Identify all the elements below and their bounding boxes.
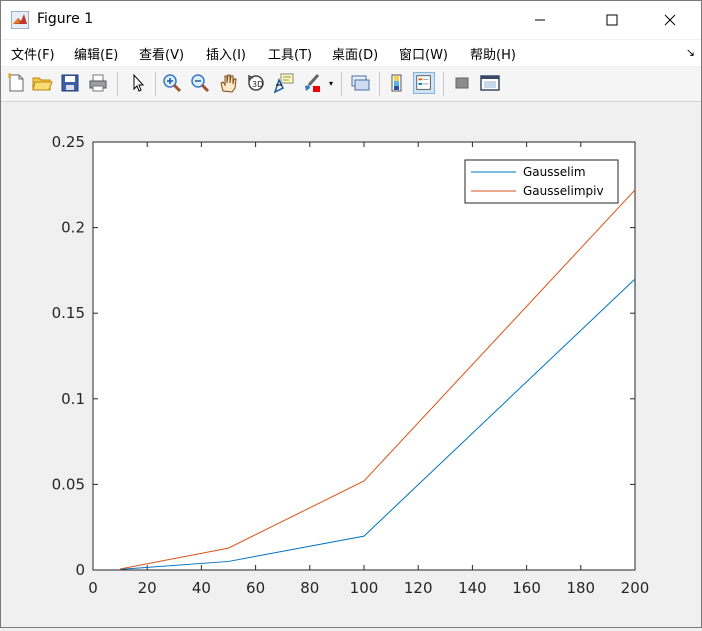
print-icon[interactable] [87, 72, 109, 94]
toolbar-separator [117, 72, 118, 96]
minimize-button[interactable] [517, 1, 563, 39]
legend[interactable]: Gausselim Gausselimpiv [464, 159, 619, 204]
link-plot-icon[interactable] [349, 72, 371, 94]
y-tick-label: 0.25 [52, 133, 85, 151]
x-tick-label: 0 [88, 579, 98, 597]
toolbar-separator [443, 72, 444, 96]
y-tick-label: 0 [75, 561, 85, 579]
series-line-gausselimpiv [120, 189, 636, 570]
brush-icon[interactable] [301, 72, 323, 94]
pointer-icon[interactable] [127, 72, 149, 94]
y-tick-label: 0.1 [61, 390, 85, 408]
close-button[interactable] [647, 1, 693, 39]
x-tick-label: 180 [566, 579, 595, 597]
svg-text:3D: 3D [252, 80, 263, 89]
plot-area: 0 20 40 60 80 100 120 140 160 180 200 0 0.05 0.1 0.15… [1, 102, 701, 627]
zoom-out-icon[interactable] [189, 72, 211, 94]
x-tick-label: 160 [512, 579, 541, 597]
menu-bar: 文件(F) 编辑(E) 查看(V) 插入(I) 工具(T) 桌面(D) 窗口(W… [1, 40, 701, 66]
maximize-button[interactable] [589, 1, 635, 39]
menu-file[interactable]: 文件(F) [11, 48, 55, 63]
x-tick-label: 60 [246, 579, 265, 597]
show-tools-icon[interactable] [479, 72, 501, 94]
y-tick-label: 0.2 [61, 219, 85, 237]
hide-tools-icon[interactable] [451, 72, 473, 94]
maximize-icon [606, 14, 618, 26]
legend-label-gausselim: Gausselim [523, 165, 586, 179]
zoom-in-icon[interactable] [161, 72, 183, 94]
menu-tools[interactable]: 工具(T) [268, 48, 313, 63]
y-tick-label: 0.05 [52, 475, 85, 493]
dock-arrow-icon[interactable]: ↘ [685, 46, 695, 59]
y-tick-label: 0.15 [52, 304, 85, 322]
new-figure-icon[interactable] [5, 72, 27, 94]
x-tick-label: 20 [138, 579, 157, 597]
menu-desktop[interactable]: 桌面(D) [332, 48, 379, 63]
x-tick-label: 200 [621, 579, 650, 597]
data-cursor-icon[interactable] [273, 72, 295, 94]
pan-icon[interactable] [217, 72, 239, 94]
colorbar-icon[interactable] [387, 72, 409, 94]
brush-dropdown-icon[interactable]: ▾ [329, 79, 334, 88]
menu-view[interactable]: 查看(V) [139, 48, 185, 63]
legend-icon[interactable] [413, 72, 435, 94]
toolbar-separator [155, 72, 156, 96]
series-lines [120, 189, 636, 570]
close-icon [664, 14, 676, 26]
menu-insert[interactable]: 插入(I) [206, 48, 246, 63]
menu-edit[interactable]: 编辑(E) [74, 48, 119, 63]
series-line-gausselim [120, 278, 636, 570]
rotate-3d-icon[interactable]: 3D [245, 72, 267, 94]
window-title: Figure 1 [37, 11, 94, 27]
x-tick-label: 120 [404, 579, 433, 597]
x-tick-label: 80 [300, 579, 319, 597]
figure-toolbar: 3D ▾ [1, 67, 701, 102]
open-file-icon[interactable] [31, 72, 53, 94]
title-bar[interactable]: Figure 1 [1, 1, 701, 39]
y-axis: 0 0.05 0.1 0.15 0.2 0.25 [52, 133, 635, 579]
x-tick-label: 100 [350, 579, 379, 597]
toolbar-separator [379, 72, 380, 96]
legend-box [464, 159, 619, 204]
x-tick-label: 140 [458, 579, 487, 597]
menu-help[interactable]: 帮助(H) [470, 48, 516, 63]
menu-window[interactable]: 窗口(W) [399, 48, 448, 63]
legend-label-gausselimpiv: Gausselimpiv [523, 184, 604, 198]
save-icon[interactable] [59, 72, 81, 94]
toolbar-separator [341, 72, 342, 96]
line-chart[interactable]: 0 20 40 60 80 100 120 140 160 180 200 0 0.05 0.1 0.15… [1, 102, 701, 627]
matlab-icon [11, 11, 29, 29]
minimize-icon [535, 19, 545, 21]
x-tick-label: 40 [192, 579, 211, 597]
x-axis: 0 20 40 60 80 100 120 140 160 180 200 [88, 142, 649, 597]
